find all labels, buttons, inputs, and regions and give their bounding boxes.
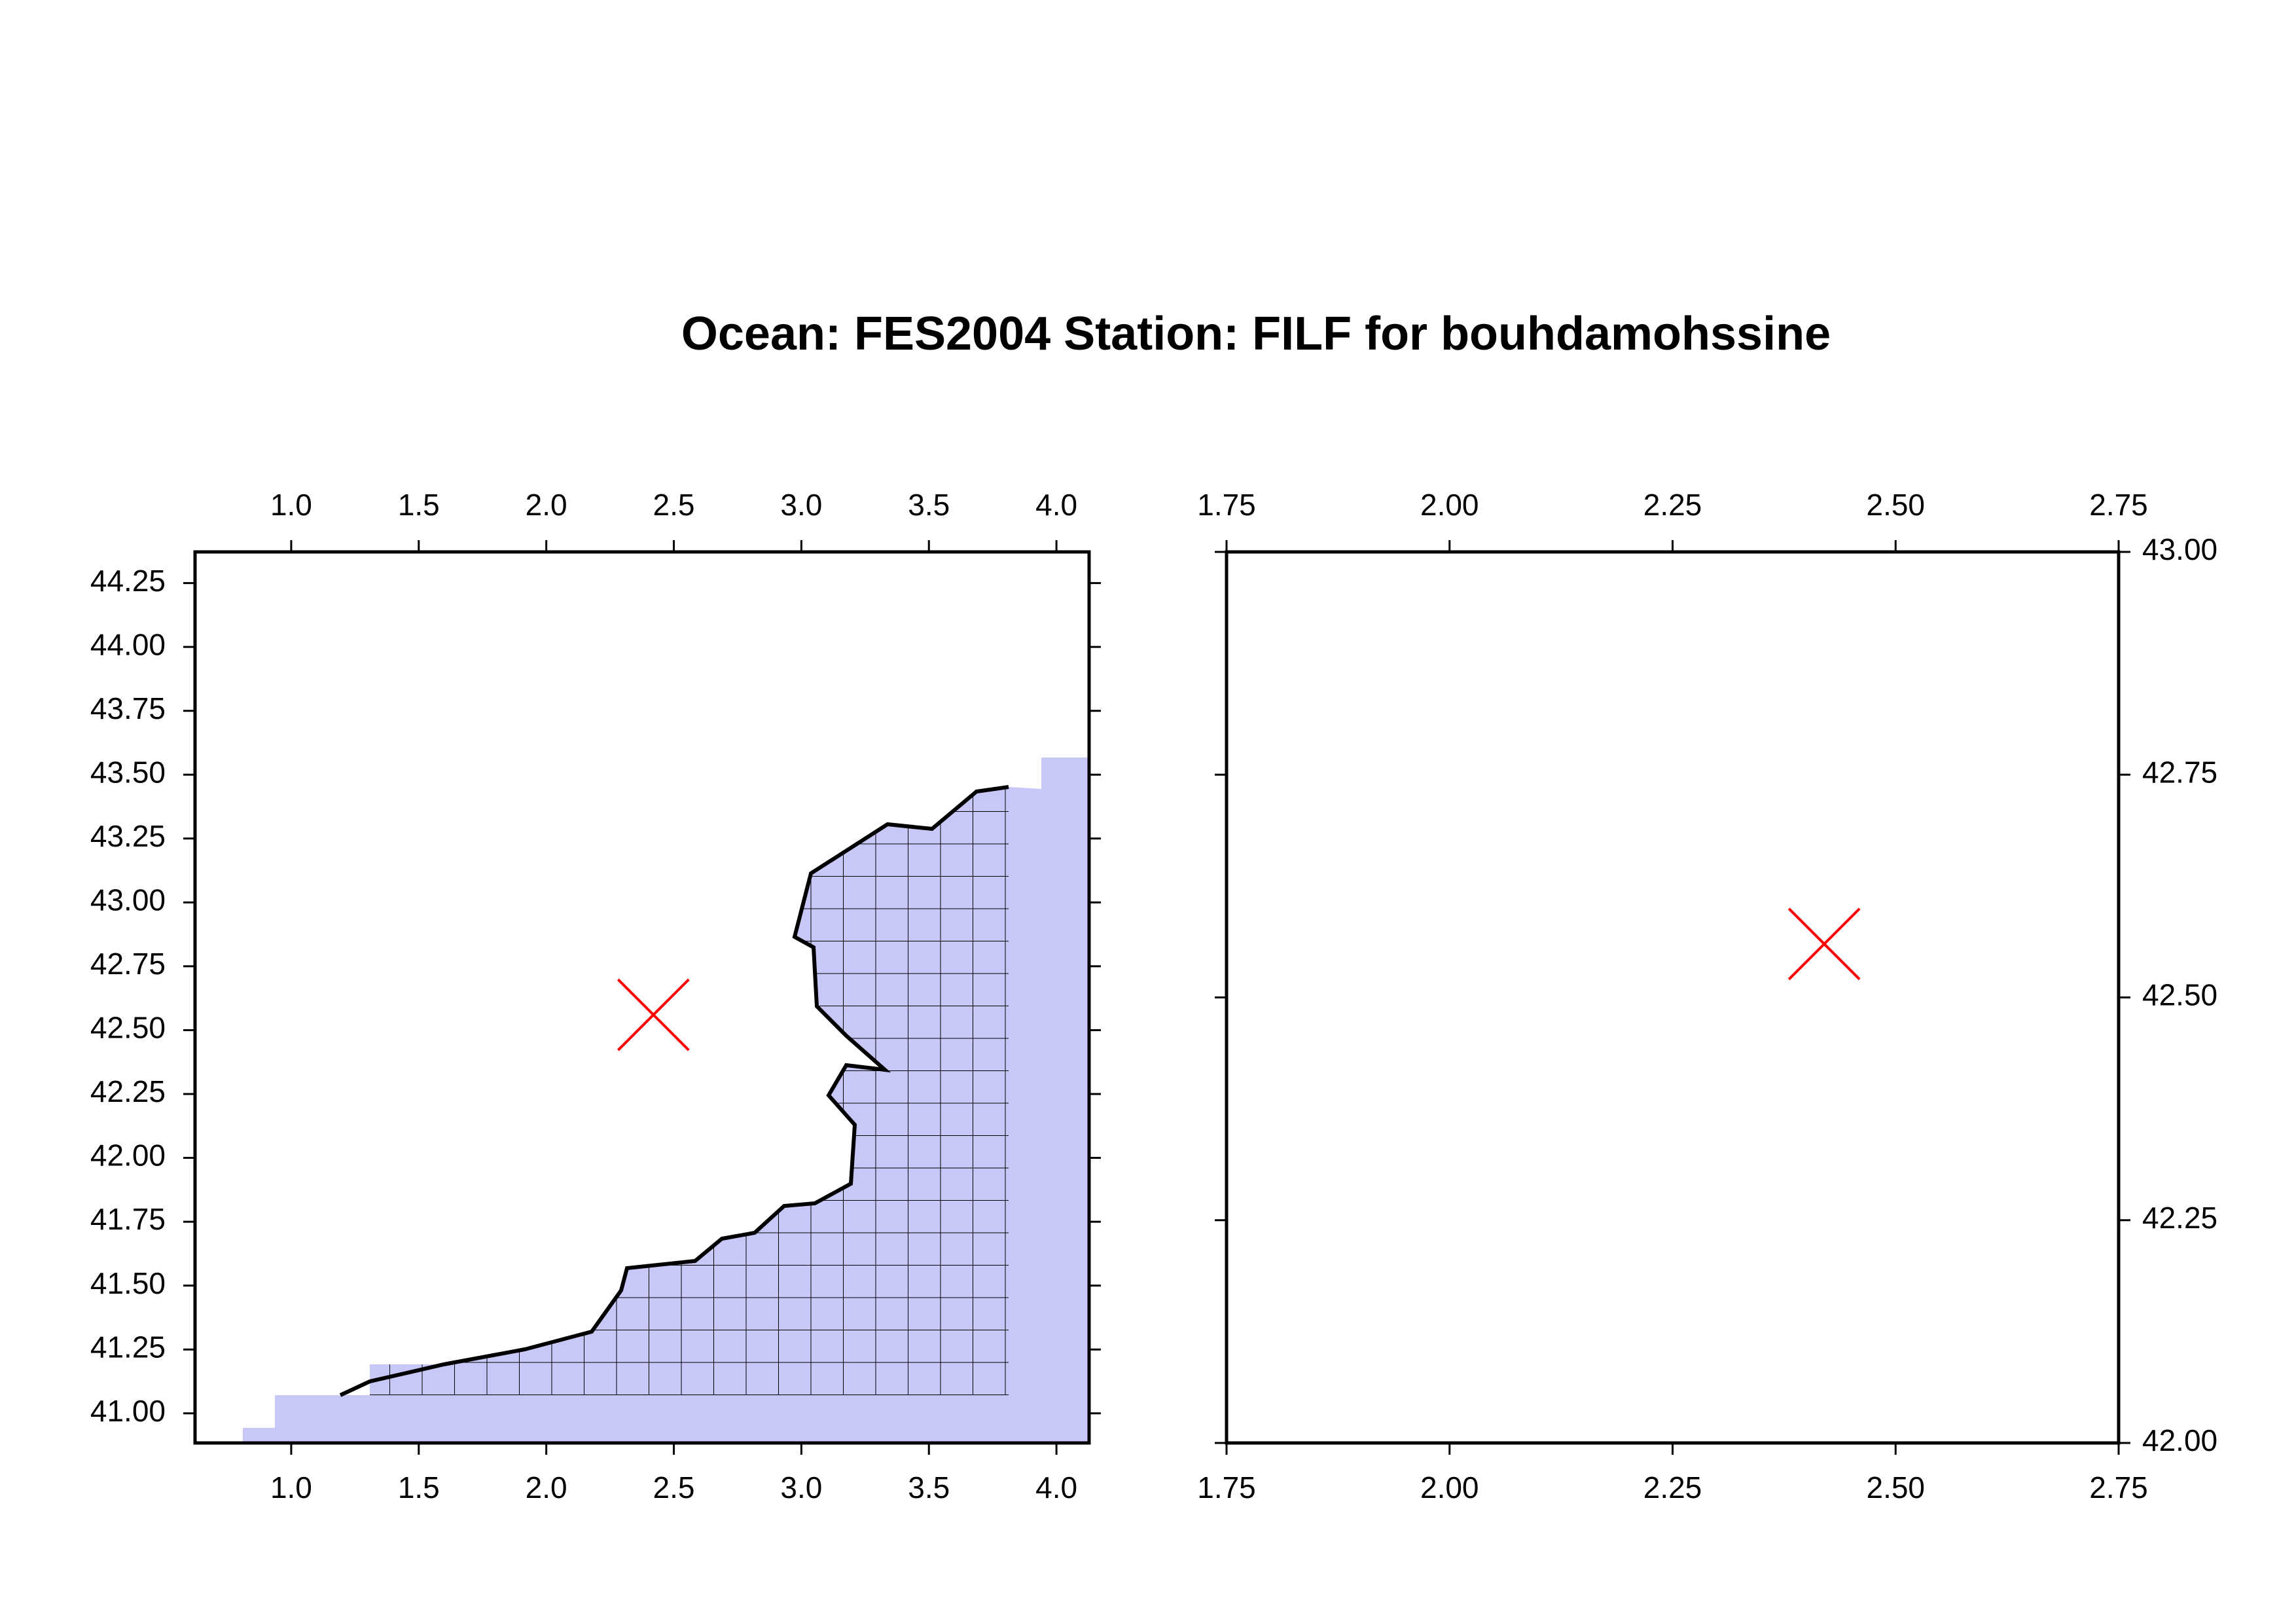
x-tick-label: 3.0 xyxy=(780,488,822,522)
x-tick-label: 2.00 xyxy=(1420,488,1479,522)
y-tick-label: 42.25 xyxy=(90,1074,166,1108)
title: Ocean: FES2004 Station: FILF for bouhdam… xyxy=(681,308,1831,360)
y-tick-label: 44.25 xyxy=(90,564,166,598)
x-tick-label: 2.75 xyxy=(2089,488,2148,522)
y-tick-label: 43.75 xyxy=(90,691,166,725)
station-marker xyxy=(1787,907,1861,981)
x-tick-label: 1.75 xyxy=(1197,488,1256,522)
y-tick-label: 43.00 xyxy=(90,883,166,917)
y-tick-label: 43.50 xyxy=(90,755,166,789)
y-tick-label: 42.75 xyxy=(2142,755,2217,789)
x-tick-label: 1.5 xyxy=(398,1470,440,1504)
station-marker xyxy=(617,978,690,1051)
x-tick-label: 3.5 xyxy=(908,1470,950,1504)
y-tick-label: 42.00 xyxy=(2142,1423,2217,1457)
y-tick-label: 42.50 xyxy=(90,1011,166,1045)
x-tick-label: 1.5 xyxy=(398,488,440,522)
y-tick-label: 42.75 xyxy=(90,947,166,981)
x-tick-label: 1.0 xyxy=(270,1470,312,1504)
x-tick-label: 4.0 xyxy=(1035,488,1077,522)
mesh-cells xyxy=(370,787,1009,1395)
x-tick-label: 4.0 xyxy=(1035,1470,1077,1504)
x-tick-label: 2.5 xyxy=(653,1470,695,1504)
y-tick-label: 44.00 xyxy=(90,627,166,661)
x-tick-label: 1.75 xyxy=(1197,1470,1256,1504)
x-tick-label: 2.0 xyxy=(526,488,567,522)
y-tick-label: 42.25 xyxy=(2142,1201,2217,1235)
ocean-model-grid xyxy=(243,757,1089,1443)
coastline xyxy=(339,785,1009,1397)
x-tick-label: 2.0 xyxy=(526,1470,567,1504)
x-tick-label: 2.5 xyxy=(653,488,695,522)
y-tick-label: 41.25 xyxy=(90,1330,166,1364)
y-tick-label: 42.00 xyxy=(90,1139,166,1173)
x-tick-label: 2.00 xyxy=(1420,1470,1479,1504)
y-tick-label: 43.00 xyxy=(2142,532,2217,566)
plot-frame xyxy=(1225,550,2121,1445)
x-tick-label: 2.75 xyxy=(2089,1470,2148,1504)
x-tick-label: 1.0 xyxy=(270,488,312,522)
plot-frame xyxy=(193,550,1091,1445)
x-tick-label: 3.5 xyxy=(908,488,950,522)
x-tick-label: 3.0 xyxy=(780,1470,822,1504)
x-tick-label: 2.25 xyxy=(1643,1470,1702,1504)
y-tick-label: 42.50 xyxy=(2142,978,2217,1012)
y-tick-label: 41.00 xyxy=(90,1394,166,1428)
y-tick-label: 41.75 xyxy=(90,1202,166,1236)
x-tick-label: 2.50 xyxy=(1866,488,1925,522)
x-tick-label: 2.25 xyxy=(1643,488,1702,522)
y-tick-label: 41.50 xyxy=(90,1266,166,1300)
x-tick-label: 2.50 xyxy=(1866,1470,1925,1504)
y-tick-label: 43.25 xyxy=(90,819,166,853)
